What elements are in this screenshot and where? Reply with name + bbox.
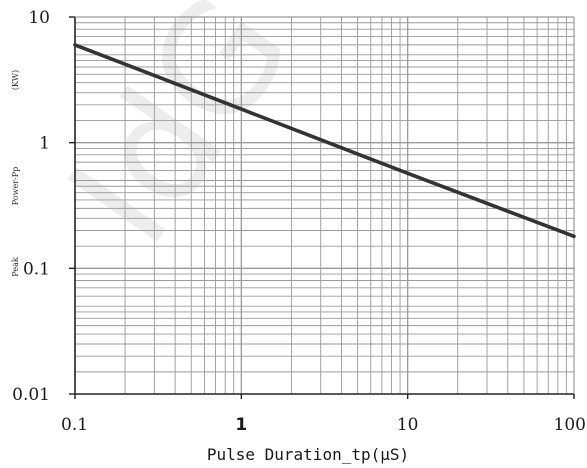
y-axis-label-part: Peak — [11, 257, 20, 277]
y-axis-label: Peak Power-Pp (KW) — [11, 70, 20, 277]
y-tick-label: 1 — [39, 134, 50, 154]
y-tick-label: 0.01 — [12, 385, 50, 405]
x-axis-label: Pulse Duration_tp(μS) — [207, 445, 409, 464]
x-tick-label: 0.1 — [61, 415, 88, 435]
y-axis-label-part: (KW) — [11, 70, 20, 90]
y-tick-label: 0.1 — [23, 259, 50, 279]
tick-labels: 0.1 1 10 100 0.01 0.1 1 10 — [12, 8, 586, 435]
series-line — [73, 43, 576, 239]
x-tick-label: 1 — [235, 415, 247, 435]
series — [73, 43, 576, 239]
axes — [69, 16, 575, 399]
watermark: IdG — [36, 0, 325, 274]
x-tick-label: 100 — [554, 415, 586, 435]
x-tick-label: 10 — [397, 415, 419, 435]
watermark-text: IdG — [36, 0, 325, 274]
y-axis-label-part: Power-Pp — [11, 167, 20, 206]
y-tick-label: 10 — [28, 8, 50, 28]
grid — [75, 17, 574, 394]
